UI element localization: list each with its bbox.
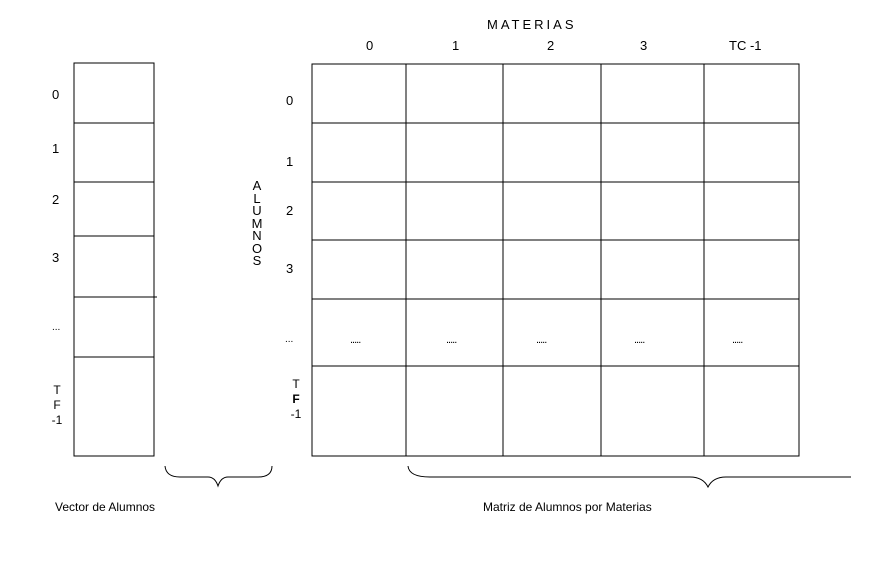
matrix-column-label: TC -1 — [729, 38, 762, 53]
vector-caption: Vector de Alumnos — [55, 500, 155, 514]
matrix-caption: Matriz de Alumnos por Materias — [483, 500, 652, 514]
matrix-column-label: 3 — [640, 38, 647, 53]
matrix-column-label: 2 — [547, 38, 554, 53]
matrix-row-label: 1 — [286, 154, 293, 169]
matrix-ellipsis-cell: ..... — [446, 334, 456, 346]
vector-row-label: 0 — [52, 87, 59, 102]
matrix-last-row-label-part: -1 — [288, 407, 304, 422]
matrix-last-row-label: T F -1 — [288, 377, 304, 422]
vector-row-label: 3 — [52, 250, 59, 265]
vector-row-label: 1 — [52, 141, 59, 156]
vector-outline — [74, 63, 154, 456]
matrix-brace — [408, 466, 851, 487]
matrix-ellipsis-cell: ..... — [634, 334, 644, 346]
matrix-ellipsis-cell: ..... — [536, 334, 546, 346]
vector-row-label: 2 — [52, 192, 59, 207]
matrix-ellipsis-cell: ..... — [350, 334, 360, 346]
vector-last-row-label-part: -1 — [49, 413, 65, 428]
vector-row-label: ... — [52, 320, 60, 335]
matrix-grid — [312, 64, 799, 456]
vector-last-row-label-part: T — [49, 383, 65, 398]
matrix-column-label: 1 — [452, 38, 459, 53]
vector-grid — [74, 63, 157, 456]
matrix-row-label: ... — [285, 332, 293, 347]
matrix-row-label: 3 — [286, 261, 293, 276]
matrix-row-label: 2 — [286, 203, 293, 218]
matrix-header-title: MATERIAS — [487, 17, 577, 32]
matrix-last-row-label-part: F — [288, 392, 304, 407]
matrix-row-label: 0 — [286, 93, 293, 108]
matrix-column-label: 0 — [366, 38, 373, 53]
vector-brace — [165, 466, 272, 486]
matrix-side-label: A L U M N O S — [250, 180, 264, 268]
vector-last-row-label: T F -1 — [49, 383, 65, 428]
side-label-letter: S — [250, 255, 264, 268]
matrix-ellipsis-cell: ..... — [732, 334, 742, 346]
matrix-last-row-label-part: T — [288, 377, 304, 392]
vector-last-row-label-part: F — [49, 398, 65, 413]
